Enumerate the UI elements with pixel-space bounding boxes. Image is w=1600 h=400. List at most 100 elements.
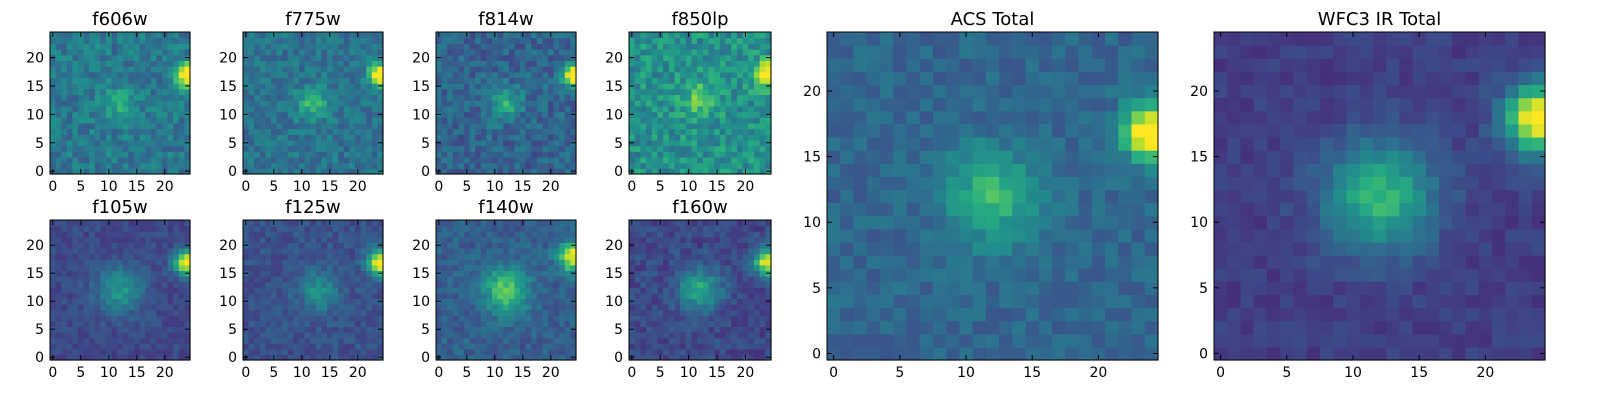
heatmap-cell <box>525 94 532 101</box>
heatmap-cell <box>83 43 90 50</box>
heatmap-cell <box>299 259 306 266</box>
heatmap-cell <box>310 292 317 299</box>
heatmap-cell <box>634 139 641 147</box>
heatmap-cell <box>321 111 328 118</box>
heatmap-cell <box>66 139 73 147</box>
heatmap-cell <box>371 122 378 130</box>
heatmap-cell <box>276 156 283 164</box>
heatmap-cell <box>646 332 653 339</box>
heatmap-cell <box>167 139 174 147</box>
heatmap-cell <box>371 43 378 50</box>
heatmap-cell <box>366 156 373 164</box>
heatmap-cell <box>315 54 322 61</box>
heatmap-cell <box>338 43 345 50</box>
heatmap-cell <box>492 276 499 283</box>
heatmap-cell <box>691 162 698 169</box>
heatmap-cell <box>475 270 482 277</box>
heatmap-cell <box>271 54 278 61</box>
heatmap-cell <box>111 60 118 67</box>
heatmap-cell <box>150 287 157 294</box>
heatmap-cell <box>265 343 272 350</box>
heatmap-cell <box>742 337 749 344</box>
heatmap-cell <box>162 128 169 135</box>
heatmap-cell <box>287 111 294 118</box>
heatmap-cell <box>360 151 367 158</box>
heatmap-cell <box>542 326 549 333</box>
heatmap-cell <box>553 66 560 73</box>
heatmap-cell <box>55 94 62 101</box>
heatmap-cell <box>184 151 191 158</box>
heatmap-cell <box>646 337 653 344</box>
heatmap-cell <box>480 248 487 255</box>
heatmap-cell <box>78 60 85 67</box>
heatmap-cell <box>61 60 68 67</box>
heatmap-cell <box>525 134 532 141</box>
heatmap-cell <box>536 156 543 164</box>
heatmap-cell <box>668 60 676 67</box>
heatmap-cell <box>663 315 670 322</box>
heatmap-cell <box>55 54 62 61</box>
heatmap-cell <box>338 337 345 344</box>
heatmap-cell <box>156 71 163 79</box>
heatmap-cell <box>150 281 157 288</box>
heatmap-cell <box>259 242 266 249</box>
heatmap-cell <box>753 348 761 355</box>
heatmap-cell <box>542 88 549 96</box>
heatmap-cell <box>265 242 272 249</box>
heatmap-cell <box>55 168 62 175</box>
heatmap-cell <box>271 309 278 316</box>
heatmap-cell <box>634 168 641 175</box>
heatmap-cell <box>287 71 294 79</box>
heatmap-cell <box>265 32 272 39</box>
heatmap-cell <box>458 94 465 101</box>
heatmap-cell <box>441 83 448 90</box>
heatmap-cell <box>657 151 664 158</box>
heatmap-cell <box>117 326 124 333</box>
heatmap-cell <box>441 225 448 232</box>
heatmap-cell <box>559 242 566 249</box>
heatmap-cell <box>668 304 676 311</box>
heatmap-cell <box>366 139 373 147</box>
heatmap-cell <box>321 151 328 158</box>
heatmap-cell <box>531 276 538 283</box>
heatmap-cell <box>282 343 289 350</box>
heatmap-cell <box>55 281 62 288</box>
heatmap-cell <box>559 253 566 260</box>
heatmap-cell <box>100 111 107 118</box>
heatmap-cell <box>719 309 727 316</box>
heatmap-cell <box>111 156 118 164</box>
heatmap-cell <box>72 225 79 232</box>
heatmap-cell <box>321 248 328 255</box>
heatmap-cell <box>436 77 443 84</box>
heatmap-cell <box>469 139 476 147</box>
heatmap-cell <box>310 253 317 260</box>
heatmap-cell <box>559 32 566 39</box>
heatmap-cell <box>702 111 710 118</box>
heatmap-cell <box>531 43 538 50</box>
heatmap-cell <box>486 326 493 333</box>
heatmap-cell <box>304 156 311 164</box>
heatmap-cell <box>128 259 135 266</box>
heatmap-cell <box>117 332 124 339</box>
heatmap-cell <box>514 60 521 67</box>
heatmap-cell <box>651 332 658 339</box>
heatmap-cell <box>349 111 356 118</box>
heatmap-cell <box>271 276 278 283</box>
heatmap-cell <box>570 332 577 339</box>
heatmap-cell <box>536 122 543 130</box>
heatmap-cell <box>360 281 367 288</box>
heatmap-cell <box>371 264 378 271</box>
heatmap-cell <box>287 292 294 299</box>
heatmap-cell <box>156 270 163 277</box>
heatmap-cell <box>685 100 693 107</box>
heatmap-cell <box>759 71 766 79</box>
heatmap-cell <box>697 343 704 350</box>
heatmap-cells <box>629 32 772 175</box>
heatmap-cell <box>173 281 180 288</box>
heatmap-cell <box>525 287 532 294</box>
heatmap-cell <box>343 111 350 118</box>
heatmap-cell <box>441 281 448 288</box>
heatmap-cell <box>145 151 152 158</box>
heatmap-cell <box>327 225 334 232</box>
heatmap-cell <box>475 94 482 101</box>
